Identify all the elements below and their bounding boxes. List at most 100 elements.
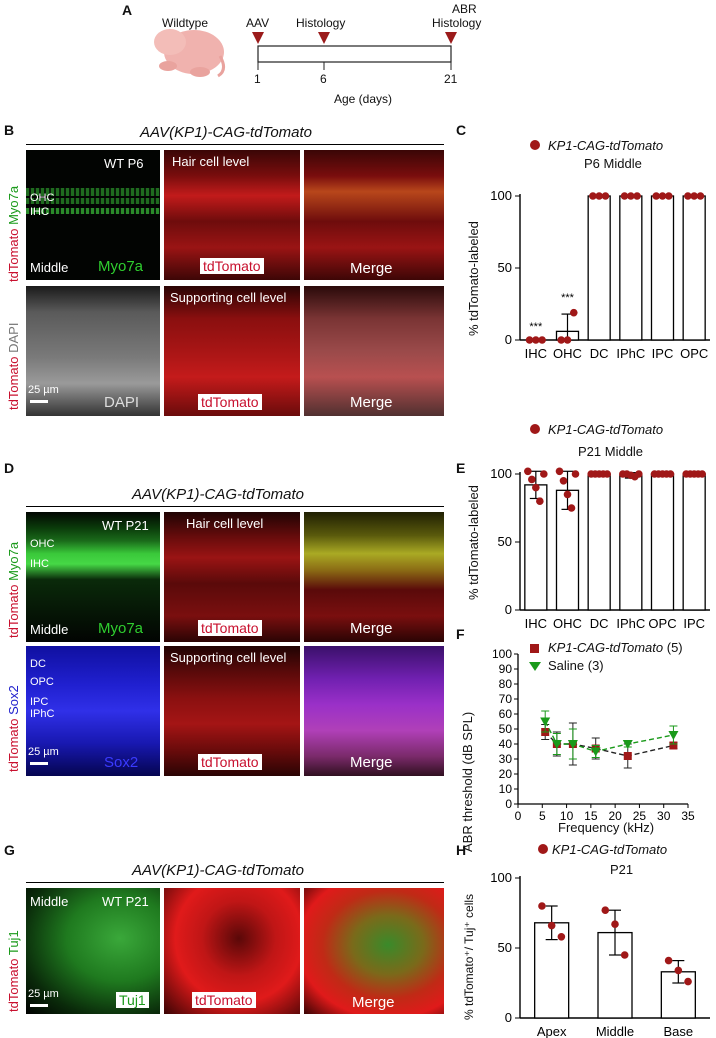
data-point [559, 477, 568, 485]
h-subtitle: P21 [610, 862, 634, 877]
data-point [601, 906, 610, 914]
significance-stars: *** [561, 292, 575, 304]
c-legend: KP1-CAG-tdTomato [548, 138, 664, 153]
f-legend1: KP1-CAG-tdTomato (5) [548, 640, 683, 655]
x-tick-label: 15 [584, 809, 598, 823]
data-point [664, 192, 673, 200]
panel-d-side-bot: tdTomato Sox2 [6, 685, 21, 772]
histology-label: Histology [296, 16, 346, 30]
b-tdtomato-support-image: Supporting cell level tdTomato [164, 286, 300, 416]
panel-f-letter: F [456, 626, 465, 642]
abr-label: ABR [452, 2, 477, 16]
y-tick-label: 50 [498, 534, 512, 549]
f-legend2: Saline (3) [548, 658, 604, 673]
panel-b-title: AAV(KP1)-CAG-tdTomato [140, 124, 313, 141]
bar [650, 473, 675, 611]
data-point [567, 504, 576, 512]
e-subtitle: P21 Middle [578, 444, 644, 459]
e-legend: KP1-CAG-tdTomato [548, 422, 664, 437]
data-point [635, 470, 643, 478]
aav-label: AAV [246, 16, 270, 30]
panel-d-letter: D [4, 460, 15, 476]
data-point [551, 740, 562, 749]
y-tick-label: 20 [499, 767, 513, 781]
panel-b-letter: B [4, 122, 15, 138]
data-point [536, 497, 544, 505]
panel-a-letter: A [122, 2, 133, 18]
data-point [555, 467, 564, 476]
mouse-pup-icon [154, 29, 225, 78]
d-merge-support-image: Merge [304, 646, 444, 776]
data-point [524, 467, 532, 476]
y-tick-label: 0 [505, 602, 512, 617]
panel-g-title: AAV(KP1)-CAG-tdTomato [132, 862, 305, 879]
data-point [540, 470, 548, 478]
data-point [589, 192, 597, 200]
data-point [666, 470, 675, 478]
y-tick-label: 50 [498, 940, 512, 955]
y-tick-label: 70 [499, 692, 513, 706]
bar [650, 195, 675, 341]
tick-6: 6 [320, 72, 327, 86]
b-merge-support-image: Merge [304, 286, 444, 416]
chart-e: 0 50 100 IHC OHC DC IPhC OPC IPC [490, 466, 710, 631]
category-label: IPhC [616, 346, 645, 361]
panel-b-side-top: tdTomato Myo7a [6, 185, 21, 282]
category-label: Middle [596, 1024, 634, 1038]
significance-stars: *** [529, 321, 543, 333]
series-line [544, 731, 674, 757]
d-myo7a-image: WT P21 OHC IHC Middle Myo7a [26, 512, 160, 642]
category-label: IPC [683, 616, 705, 631]
legend-triangle-f [529, 662, 541, 671]
data-point [525, 336, 534, 344]
series-line [544, 721, 674, 753]
b-merge-hair-image: Merge [304, 150, 444, 280]
bar [619, 474, 643, 611]
bar [682, 473, 706, 611]
g-tuj1-image: Middle WT P21 25 µm Tuj1 [26, 888, 160, 1014]
data-point [528, 475, 536, 484]
panel-g-side: tdTomato Tuj1 [6, 930, 21, 1012]
x-tick-label: 5 [539, 809, 546, 823]
category-label: IPhC [616, 616, 645, 631]
data-point [668, 731, 679, 740]
x-tick-label: 20 [608, 809, 622, 823]
data-point [696, 192, 705, 200]
x-tick-label: 25 [633, 809, 647, 823]
category-label: DC [590, 616, 609, 631]
data-point [690, 192, 698, 200]
chart-c: 0 50 100 IHC OHC DC IPhC IPC OPC *** *** [490, 188, 710, 361]
data-point [669, 741, 678, 750]
panel-g-rule [26, 882, 444, 883]
x-tick-label: 30 [657, 809, 671, 823]
category-label: IHC [525, 616, 547, 631]
category-label: OPC [648, 616, 676, 631]
category-label: Apex [537, 1024, 567, 1038]
data-point [547, 921, 556, 930]
data-point [611, 920, 619, 928]
chart-h: 0 50 100 Apex Middle Base [490, 870, 710, 1038]
h-legend: KP1-CAG-tdTomato [552, 842, 668, 857]
legend-square-f [530, 644, 539, 653]
category-label: OPC [680, 346, 708, 361]
y-tick-label: 40 [499, 737, 513, 751]
category-label: OHC [553, 616, 582, 631]
y-tick-label: 0 [505, 332, 512, 347]
bar [524, 484, 548, 611]
bar [682, 195, 706, 341]
c-ylabel: % tdTomato-labeled [466, 221, 481, 336]
g-merge-image: Merge [304, 888, 444, 1014]
data-point [658, 192, 667, 200]
category-label: OHC [553, 346, 582, 361]
y-tick-label: 10 [499, 782, 513, 796]
panel-b-side-bot: tdTomato DAPI [6, 322, 21, 410]
y-tick-label: 90 [499, 662, 513, 676]
y-tick-label: 100 [490, 870, 512, 885]
category-label: IHC [525, 346, 547, 361]
data-point [652, 192, 661, 200]
data-point [532, 483, 540, 492]
data-point [595, 192, 603, 200]
h-ylabel: % tdTomato⁺/ Tuj⁺ cells [462, 893, 476, 1020]
d-sox2-image: DC OPC IPC IPhC 25 µm Sox2 [26, 646, 160, 776]
